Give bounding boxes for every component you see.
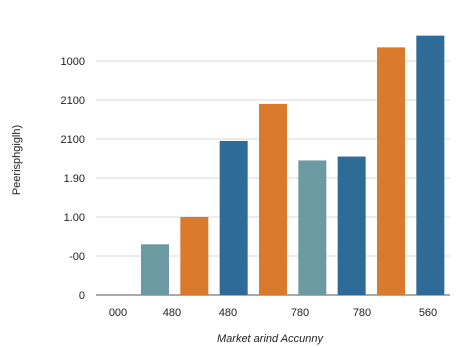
bar xyxy=(259,103,287,296)
y-axis-title: Peerisphgiglh) xyxy=(11,125,23,195)
x-tick-label: 480 xyxy=(219,307,237,319)
x-tick-label: 000 xyxy=(109,307,127,319)
y-tick-label: -00 xyxy=(69,251,85,263)
y-tick-label: 1000 xyxy=(61,56,85,68)
bar xyxy=(416,35,445,296)
x-tick-label: 560 xyxy=(419,307,437,319)
y-tick-label: 0 xyxy=(79,290,85,302)
y-tick-label: 2100 xyxy=(61,134,85,146)
y-tick-label: 2100 xyxy=(61,95,85,107)
bar xyxy=(298,160,327,295)
x-tick-label: 780 xyxy=(291,307,309,319)
y-tick-label: 1.00 xyxy=(64,212,85,224)
x-tick-label: 780 xyxy=(353,307,371,319)
bar xyxy=(180,217,209,295)
x-tick-label: 480 xyxy=(163,307,181,319)
y-tick-label: 1.90 xyxy=(64,173,85,185)
axis-layer: 0 -00 1.00 1.90 2100 2100 1000 000 480 480 780 780 5… xyxy=(61,56,438,319)
bar xyxy=(141,244,169,295)
bar xyxy=(377,47,405,295)
x-axis-title: Market arind Accunny xyxy=(217,333,324,345)
bar xyxy=(219,140,248,295)
bar-layer xyxy=(141,35,445,296)
bar xyxy=(337,156,366,295)
